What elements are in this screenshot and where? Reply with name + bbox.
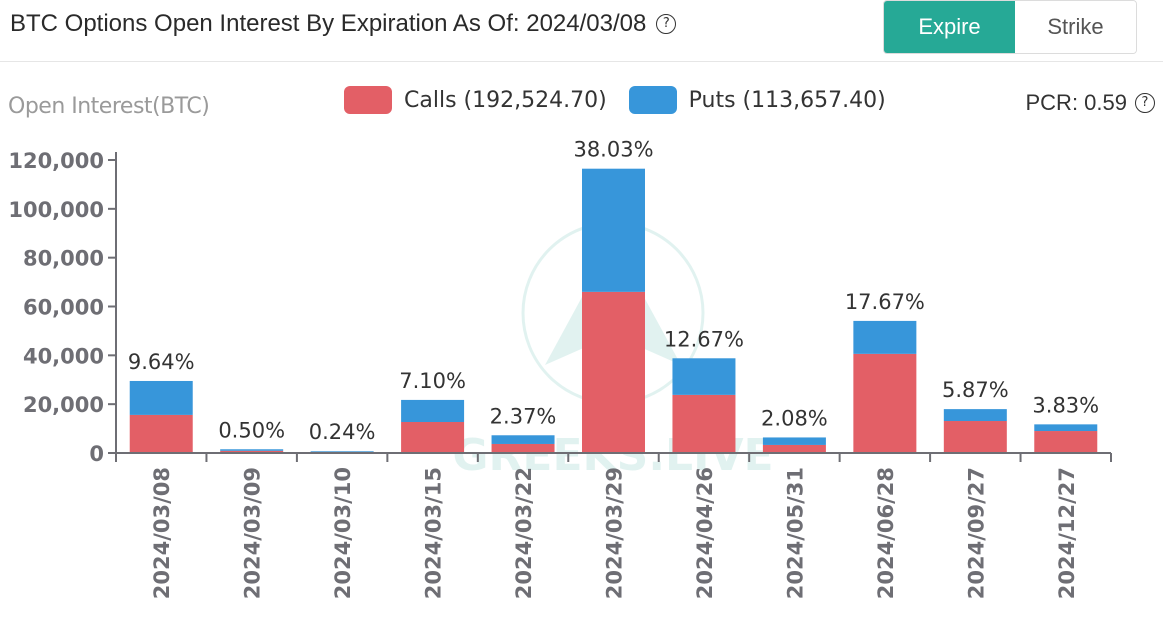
y-tick-label: 40,000 (23, 344, 104, 368)
chart-header: BTC Options Open Interest By Expiration … (0, 0, 1163, 60)
chart-legend: Calls (192,524.70) Puts (113,657.40) (344, 86, 908, 114)
puts-bar-segment[interactable] (672, 358, 736, 395)
calls-bar-segment[interactable] (672, 394, 736, 453)
calls-bar-segment[interactable] (943, 421, 1007, 453)
y-tick-label: 120,000 (8, 149, 104, 173)
bar-group[interactable]: 2.08% (761, 406, 828, 453)
x-tick-label: 2024/06/28 (874, 467, 898, 599)
bar-group[interactable]: 2.37% (490, 404, 557, 453)
calls-bar-segment[interactable] (129, 414, 193, 453)
bar-group[interactable]: 3.83% (1032, 393, 1099, 453)
bar-group[interactable]: 0.24% (309, 420, 376, 453)
bar-group[interactable]: 38.03% (573, 138, 654, 453)
calls-bar-segment[interactable] (582, 291, 645, 453)
x-tick-label: 2024/03/15 (422, 467, 446, 599)
calls-bar-segment[interactable] (1034, 431, 1098, 453)
bar-group[interactable]: 9.64% (128, 350, 195, 453)
chart-title: BTC Options Open Interest By Expiration … (10, 10, 677, 38)
x-tick-label: 2024/05/31 (783, 467, 807, 599)
x-tick-label: 2024/03/08 (150, 467, 174, 599)
calls-bar-segment[interactable] (853, 353, 917, 453)
calls-bar-segment[interactable] (491, 443, 555, 453)
stacked-bar-chart: GREEKS.LIVE020,00040,00060,00080,000100,… (8, 138, 1112, 599)
legend-calls-label: Calls (192,524.70) (404, 87, 607, 113)
x-tick-label: 2024/03/10 (331, 467, 355, 599)
chart-title-text: BTC Options Open Interest By Expiration … (10, 10, 647, 37)
percent-label: 17.67% (845, 290, 925, 314)
bar-group[interactable]: 5.87% (942, 378, 1009, 453)
calls-bar-segment[interactable] (762, 444, 826, 453)
pcr-value: PCR: 0.59 (1025, 90, 1128, 115)
y-tick-label: 0 (89, 442, 104, 466)
legend-puts-label: Puts (113,657.40) (688, 87, 886, 113)
percent-label: 3.83% (1032, 393, 1099, 417)
x-tick-label: 2024/09/27 (964, 467, 988, 599)
pcr-indicator: PCR: 0.59 ? (1025, 90, 1155, 116)
question-circle-icon[interactable]: ? (656, 14, 677, 34)
puts-bar-segment[interactable] (310, 451, 374, 452)
y-tick-label: 100,000 (8, 198, 104, 222)
header-divider (0, 61, 1163, 62)
puts-bar-segment[interactable] (943, 409, 1007, 422)
y-tick-label: 80,000 (23, 247, 104, 271)
bar-group[interactable]: 7.10% (399, 369, 466, 453)
legend-item-puts[interactable]: Puts (113,657.40) (628, 86, 886, 114)
calls-bar-segment[interactable] (401, 421, 465, 453)
x-tick-label: 2024/03/29 (603, 467, 627, 599)
puts-bar-segment[interactable] (762, 437, 826, 445)
percent-label: 38.03% (573, 138, 653, 162)
bar-group[interactable]: 17.67% (845, 290, 925, 453)
percent-label: 2.37% (490, 404, 557, 428)
percent-label: 2.08% (761, 406, 828, 430)
puts-bar-segment[interactable] (129, 380, 193, 415)
x-tick-label: 2024/04/26 (693, 467, 717, 599)
percent-label: 9.64% (128, 350, 195, 374)
percent-label: 0.50% (218, 418, 285, 442)
view-toggle: Expire Strike (883, 0, 1137, 54)
y-axis-title: Open Interest(BTC) (8, 94, 210, 119)
calls-bar-segment[interactable] (220, 450, 284, 453)
expire-toggle-button[interactable]: Expire (884, 1, 1015, 53)
y-tick-label: 20,000 (23, 393, 104, 417)
puts-bar-segment[interactable] (1034, 424, 1098, 432)
bar-group[interactable]: 0.50% (218, 418, 285, 453)
percent-label: 0.24% (309, 420, 376, 444)
x-tick-label: 2024/03/22 (512, 467, 536, 599)
strike-toggle-button[interactable]: Strike (1015, 1, 1136, 53)
puts-bar-segment[interactable] (401, 399, 465, 422)
x-tick-label: 2024/12/27 (1055, 467, 1079, 599)
puts-bar-segment[interactable] (220, 449, 284, 451)
percent-label: 5.87% (942, 378, 1009, 402)
question-circle-icon[interactable]: ? (1135, 93, 1155, 113)
puts-bar-segment[interactable] (491, 435, 555, 444)
percent-label: 12.67% (664, 327, 744, 351)
bar-group[interactable]: 12.67% (664, 327, 744, 453)
puts-bar-segment[interactable] (582, 168, 645, 292)
calls-swatch-icon (344, 86, 392, 114)
y-tick-label: 60,000 (23, 296, 104, 320)
x-tick-label: 2024/03/09 (241, 467, 265, 599)
legend-item-calls[interactable]: Calls (192,524.70) (344, 86, 607, 114)
puts-bar-segment[interactable] (853, 320, 917, 354)
percent-label: 7.10% (399, 369, 466, 393)
puts-swatch-icon (628, 86, 677, 114)
